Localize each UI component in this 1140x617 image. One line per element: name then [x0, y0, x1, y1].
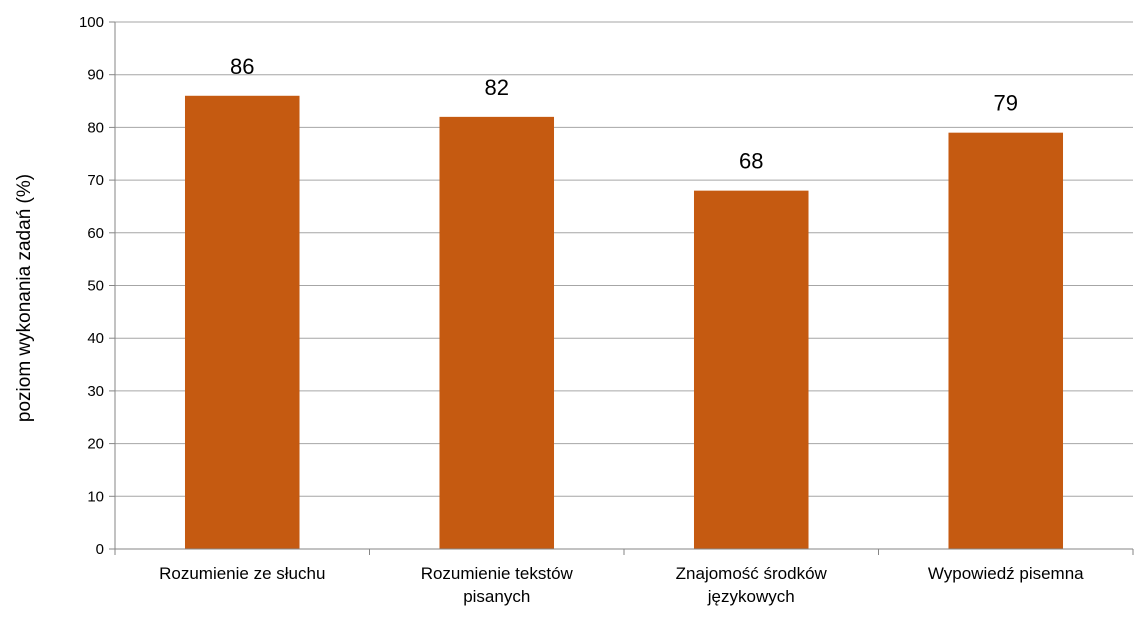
category-label: Znajomość środków [676, 564, 828, 583]
category-label: Rozumienie ze słuchu [159, 564, 325, 583]
axes [109, 21, 1134, 555]
labels: 0 10 20 30 40 50 60 70 80 90 100 86 Rozumienie ze sł… [79, 14, 1084, 606]
y-tick-label: 10 [87, 488, 104, 505]
bar [184, 95, 300, 549]
bar [439, 116, 555, 550]
y-tick-label: 20 [87, 436, 104, 453]
bar [693, 190, 809, 549]
category-label: językowych [707, 587, 795, 606]
y-axis-title: poziom wykonania zadań (%) [14, 174, 35, 422]
data-label: 82 [485, 75, 509, 100]
y-tick-label: 100 [79, 14, 104, 31]
category-label: Rozumienie tekstów [421, 564, 574, 583]
bars [184, 95, 1064, 550]
y-tick-label: 50 [87, 278, 104, 295]
y-tick-label: 40 [87, 330, 104, 347]
y-tick-label: 0 [96, 541, 104, 558]
y-tick-label: 60 [87, 225, 104, 242]
data-label: 68 [739, 149, 763, 174]
y-tick-label: 90 [87, 67, 104, 84]
data-label: 79 [994, 91, 1018, 116]
y-tick-label: 80 [87, 119, 104, 136]
y-tick-label: 70 [87, 172, 104, 189]
category-label: Wypowiedź pisemna [928, 564, 1084, 583]
category-label: pisanych [463, 587, 530, 606]
bar [948, 132, 1064, 550]
y-tick-label: 30 [87, 383, 104, 400]
data-label: 86 [230, 54, 254, 79]
